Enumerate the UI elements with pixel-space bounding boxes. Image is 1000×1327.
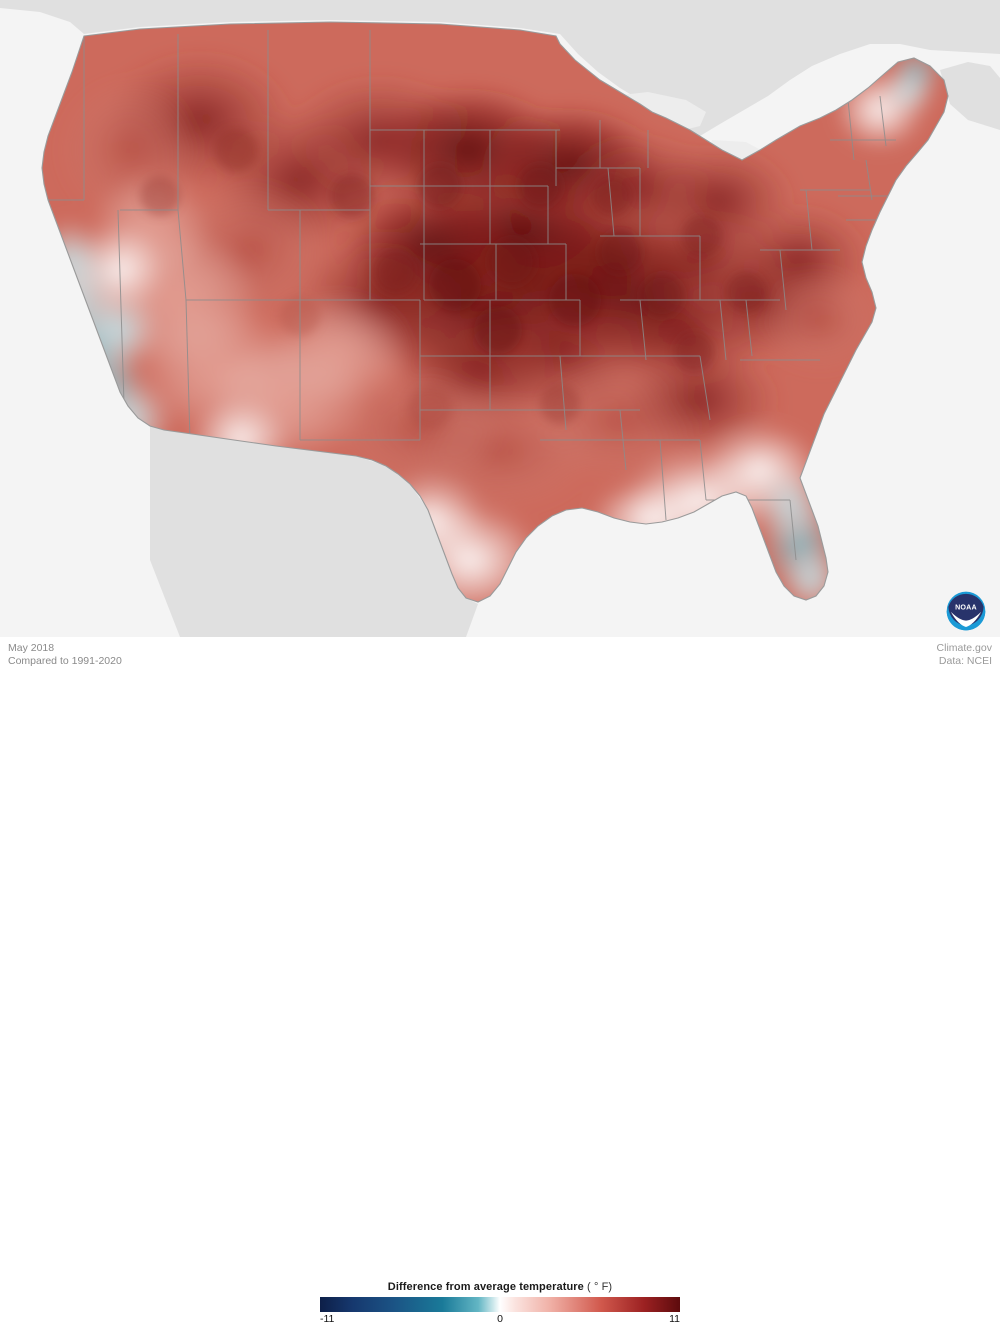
foreign-landmass-layer: [0, 0, 1000, 637]
us-temperature-anomaly-map[interactable]: [0, 0, 1000, 637]
legend-tick-max: 11: [669, 1313, 680, 1325]
legend-tick-mid: 0: [497, 1313, 503, 1325]
mexico-landmass: [150, 426, 478, 637]
state-borders-layer: [42, 30, 900, 561]
temperature-anomaly-field: [42, 22, 948, 602]
maritimes-landmass: [940, 62, 1000, 130]
color-legend[interactable]: Difference from average temperature ( ° …: [320, 1281, 680, 1327]
canada-landmass: [0, 0, 1000, 136]
legend-title-text: Difference from average temperature: [387, 1281, 584, 1293]
legend-title: Difference from average temperature ( ° …: [320, 1281, 680, 1293]
map-footer: May 2018 Compared to 1991-2020 Climate.g…: [0, 637, 1000, 1325]
map-credit: Climate.gov Data: NCEI: [936, 642, 992, 667]
legend-tick-labels: -11 0 11: [320, 1313, 680, 1327]
anomaly-texture: [140, 128, 766, 488]
legend-color-bar[interactable]: [320, 1297, 680, 1312]
conus-outline: [41, 21, 949, 603]
legend-unit: ( ° F): [587, 1281, 613, 1293]
noaa-logo-text: NOAA: [955, 603, 977, 611]
map-canvas[interactable]: [0, 0, 1000, 637]
noaa-logo-icon: NOAA: [946, 591, 986, 631]
legend-tick-min: -11: [320, 1313, 335, 1325]
map-period-caption: May 2018 Compared to 1991-2020: [8, 642, 122, 667]
